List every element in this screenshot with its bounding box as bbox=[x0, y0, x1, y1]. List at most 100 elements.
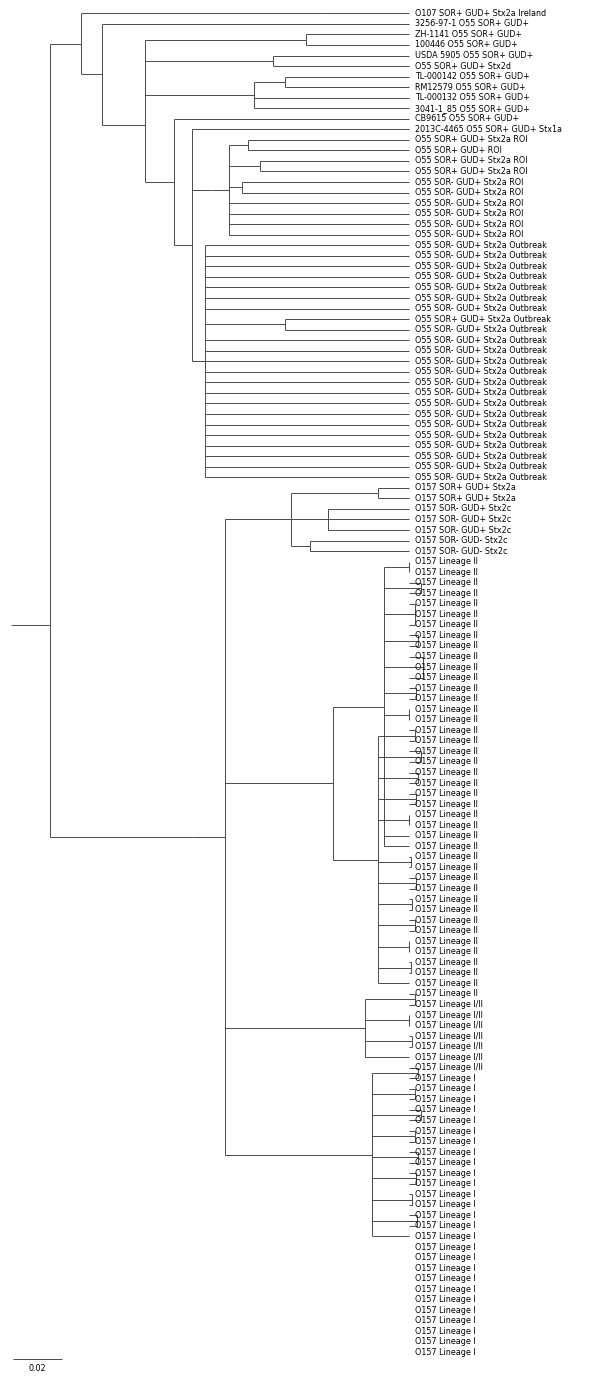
Text: O107 SOR+ GUD+ Stx2a Ireland: O107 SOR+ GUD+ Stx2a Ireland bbox=[415, 8, 546, 18]
Text: O157 Lineage II: O157 Lineage II bbox=[415, 663, 478, 671]
Text: O157 Lineage II: O157 Lineage II bbox=[415, 842, 478, 850]
Text: O157 Lineage II: O157 Lineage II bbox=[415, 821, 478, 830]
Text: O157 SOR- GUD+ Stx2c: O157 SOR- GUD+ Stx2c bbox=[415, 525, 511, 535]
Text: O157 Lineage II: O157 Lineage II bbox=[415, 905, 478, 914]
Text: O157 Lineage II: O157 Lineage II bbox=[415, 683, 478, 693]
Text: O55 SOR- GUD+ Stx2a ROI: O55 SOR- GUD+ Stx2a ROI bbox=[415, 209, 523, 218]
Text: O157 Lineage I: O157 Lineage I bbox=[415, 1295, 475, 1304]
Text: O157 Lineage II: O157 Lineage II bbox=[415, 978, 478, 988]
Text: O55 SOR- GUD+ Stx2a Outbreak: O55 SOR- GUD+ Stx2a Outbreak bbox=[415, 441, 547, 451]
Text: O157 Lineage II: O157 Lineage II bbox=[415, 779, 478, 788]
Text: O157 Lineage II: O157 Lineage II bbox=[415, 620, 478, 630]
Text: O157 Lineage II: O157 Lineage II bbox=[415, 768, 478, 777]
Text: 2013C-4465 O55 SOR+ GUD+ Stx1a: 2013C-4465 O55 SOR+ GUD+ Stx1a bbox=[415, 125, 562, 134]
Text: O157 Lineage I: O157 Lineage I bbox=[415, 1158, 475, 1167]
Text: O55 SOR- GUD+ Stx2a Outbreak: O55 SOR- GUD+ Stx2a Outbreak bbox=[415, 462, 547, 471]
Text: O157 Lineage I: O157 Lineage I bbox=[415, 1189, 475, 1199]
Text: O55 SOR- GUD+ Stx2a ROI: O55 SOR- GUD+ Stx2a ROI bbox=[415, 198, 523, 208]
Text: O157 Lineage II: O157 Lineage II bbox=[415, 631, 478, 639]
Text: O55 SOR- GUD+ Stx2a ROI: O55 SOR- GUD+ Stx2a ROI bbox=[415, 178, 523, 186]
Text: O157 Lineage I: O157 Lineage I bbox=[415, 1243, 475, 1251]
Text: O157 Lineage I: O157 Lineage I bbox=[415, 1084, 475, 1093]
Text: O157 Lineage II: O157 Lineage II bbox=[415, 579, 478, 587]
Text: O55 SOR+ GUD+ ROI: O55 SOR+ GUD+ ROI bbox=[415, 146, 502, 154]
Text: O55 SOR- GUD+ Stx2a Outbreak: O55 SOR- GUD+ Stx2a Outbreak bbox=[415, 262, 547, 271]
Text: O157 Lineage I: O157 Lineage I bbox=[415, 1338, 475, 1346]
Text: O157 Lineage II: O157 Lineage II bbox=[415, 726, 478, 734]
Text: O55 SOR- GUD+ Stx2a Outbreak: O55 SOR- GUD+ Stx2a Outbreak bbox=[415, 409, 547, 419]
Text: O55 SOR- GUD+ Stx2a Outbreak: O55 SOR- GUD+ Stx2a Outbreak bbox=[415, 420, 547, 429]
Text: O55 SOR- GUD+ Stx2a Outbreak: O55 SOR- GUD+ Stx2a Outbreak bbox=[415, 378, 547, 387]
Text: O157 Lineage II: O157 Lineage II bbox=[415, 599, 478, 608]
Text: O157 Lineage II: O157 Lineage II bbox=[415, 695, 478, 703]
Text: O157 Lineage II: O157 Lineage II bbox=[415, 863, 478, 872]
Text: 3041-1_85 O55 SOR+ GUD+: 3041-1_85 O55 SOR+ GUD+ bbox=[415, 103, 530, 113]
Text: O157 SOR- GUD+ Stx2c: O157 SOR- GUD+ Stx2c bbox=[415, 515, 511, 524]
Text: O157 Lineage II: O157 Lineage II bbox=[415, 885, 478, 893]
Text: O157 SOR+ GUD+ Stx2a: O157 SOR+ GUD+ Stx2a bbox=[415, 484, 515, 492]
Text: O157 Lineage II: O157 Lineage II bbox=[415, 853, 478, 861]
Text: ZH-1141 O55 SOR+ GUD+: ZH-1141 O55 SOR+ GUD+ bbox=[415, 30, 522, 39]
Text: O55 SOR- GUD+ Stx2a ROI: O55 SOR- GUD+ Stx2a ROI bbox=[415, 219, 523, 229]
Text: O157 Lineage I: O157 Lineage I bbox=[415, 1221, 475, 1231]
Text: O55 SOR- GUD+ Stx2a Outbreak: O55 SOR- GUD+ Stx2a Outbreak bbox=[415, 336, 547, 344]
Text: O157 Lineage I/II: O157 Lineage I/II bbox=[415, 1010, 482, 1020]
Text: O55 SOR- GUD+ Stx2a ROI: O55 SOR- GUD+ Stx2a ROI bbox=[415, 230, 523, 240]
Text: O157 Lineage I: O157 Lineage I bbox=[415, 1096, 475, 1104]
Text: O157 Lineage II: O157 Lineage II bbox=[415, 926, 478, 936]
Text: TL-000142 O55 SOR+ GUD+: TL-000142 O55 SOR+ GUD+ bbox=[415, 72, 530, 81]
Text: O55 SOR- GUD+ Stx2a Outbreak: O55 SOR- GUD+ Stx2a Outbreak bbox=[415, 430, 547, 440]
Text: O157 Lineage II: O157 Lineage II bbox=[415, 799, 478, 809]
Text: O55 SOR- GUD+ Stx2a ROI: O55 SOR- GUD+ Stx2a ROI bbox=[415, 187, 523, 197]
Text: O157 Lineage II: O157 Lineage II bbox=[415, 810, 478, 819]
Text: O157 Lineage I/II: O157 Lineage I/II bbox=[415, 1053, 482, 1061]
Text: TL-000132 O55 SOR+ GUD+: TL-000132 O55 SOR+ GUD+ bbox=[415, 94, 530, 102]
Text: O157 Lineage II: O157 Lineage II bbox=[415, 790, 478, 798]
Text: O157 Lineage I: O157 Lineage I bbox=[415, 1105, 475, 1115]
Text: O157 Lineage I: O157 Lineage I bbox=[415, 1169, 475, 1178]
Text: O55 SOR- GUD+ Stx2a Outbreak: O55 SOR- GUD+ Stx2a Outbreak bbox=[415, 452, 547, 460]
Text: O55 SOR- GUD+ Stx2a Outbreak: O55 SOR- GUD+ Stx2a Outbreak bbox=[415, 294, 547, 303]
Text: O55 SOR- GUD+ Stx2a Outbreak: O55 SOR- GUD+ Stx2a Outbreak bbox=[415, 251, 547, 260]
Text: O157 Lineage II: O157 Lineage II bbox=[415, 937, 478, 945]
Text: RM12579 O55 SOR+ GUD+: RM12579 O55 SOR+ GUD+ bbox=[415, 83, 526, 91]
Text: O157 Lineage I/II: O157 Lineage I/II bbox=[415, 1000, 482, 1009]
Text: O55 SOR+ GUD+ Stx2a ROI: O55 SOR+ GUD+ Stx2a ROI bbox=[415, 167, 527, 176]
Text: O157 Lineage I: O157 Lineage I bbox=[415, 1348, 475, 1357]
Text: O157 Lineage II: O157 Lineage II bbox=[415, 652, 478, 661]
Text: CB9615 O55 SOR+ GUD+: CB9615 O55 SOR+ GUD+ bbox=[415, 114, 519, 123]
Text: O55 SOR- GUD+ Stx2a Outbreak: O55 SOR- GUD+ Stx2a Outbreak bbox=[415, 473, 547, 482]
Text: O55 SOR- GUD+ Stx2a Outbreak: O55 SOR- GUD+ Stx2a Outbreak bbox=[415, 241, 547, 249]
Text: O55 SOR+ GUD+ Stx2a ROI: O55 SOR+ GUD+ Stx2a ROI bbox=[415, 135, 527, 145]
Text: O55 SOR- GUD+ Stx2a Outbreak: O55 SOR- GUD+ Stx2a Outbreak bbox=[415, 389, 547, 397]
Text: O157 Lineage I/II: O157 Lineage I/II bbox=[415, 1064, 482, 1072]
Text: O157 Lineage I/II: O157 Lineage I/II bbox=[415, 1042, 482, 1051]
Text: O157 Lineage II: O157 Lineage II bbox=[415, 894, 478, 904]
Text: O157 SOR- GUD- Stx2c: O157 SOR- GUD- Stx2c bbox=[415, 547, 507, 555]
Text: O157 Lineage I: O157 Lineage I bbox=[415, 1116, 475, 1124]
Text: O157 Lineage I: O157 Lineage I bbox=[415, 1284, 475, 1294]
Text: O157 Lineage II: O157 Lineage II bbox=[415, 704, 478, 714]
Text: O157 Lineage I: O157 Lineage I bbox=[415, 1327, 475, 1335]
Text: O157 Lineage I: O157 Lineage I bbox=[415, 1137, 475, 1146]
Text: O157 Lineage II: O157 Lineage II bbox=[415, 588, 478, 598]
Text: O55 SOR- GUD+ Stx2a Outbreak: O55 SOR- GUD+ Stx2a Outbreak bbox=[415, 305, 547, 313]
Text: O157 Lineage II: O157 Lineage II bbox=[415, 989, 478, 999]
Text: O157 Lineage II: O157 Lineage II bbox=[415, 642, 478, 650]
Text: O157 Lineage I: O157 Lineage I bbox=[415, 1073, 475, 1083]
Text: O55 SOR- GUD+ Stx2a Outbreak: O55 SOR- GUD+ Stx2a Outbreak bbox=[415, 273, 547, 281]
Text: O157 Lineage I: O157 Lineage I bbox=[415, 1306, 475, 1315]
Text: O157 Lineage I: O157 Lineage I bbox=[415, 1253, 475, 1262]
Text: O55 SOR+ GUD+ Stx2a ROI: O55 SOR+ GUD+ Stx2a ROI bbox=[415, 157, 527, 165]
Text: O157 Lineage I: O157 Lineage I bbox=[415, 1200, 475, 1210]
Text: O157 SOR- GUD- Stx2c: O157 SOR- GUD- Stx2c bbox=[415, 536, 507, 546]
Text: O157 Lineage II: O157 Lineage II bbox=[415, 610, 478, 619]
Text: O157 Lineage II: O157 Lineage II bbox=[415, 568, 478, 576]
Text: O157 SOR- GUD+ Stx2c: O157 SOR- GUD+ Stx2c bbox=[415, 504, 511, 514]
Text: O157 Lineage II: O157 Lineage II bbox=[415, 969, 478, 977]
Text: 0.02: 0.02 bbox=[29, 1364, 46, 1372]
Text: O55 SOR+ GUD+ Stx2a Outbreak: O55 SOR+ GUD+ Stx2a Outbreak bbox=[415, 314, 551, 324]
Text: O157 Lineage II: O157 Lineage II bbox=[415, 672, 478, 682]
Text: O55 SOR- GUD+ Stx2a Outbreak: O55 SOR- GUD+ Stx2a Outbreak bbox=[415, 400, 547, 408]
Text: O157 Lineage I: O157 Lineage I bbox=[415, 1211, 475, 1220]
